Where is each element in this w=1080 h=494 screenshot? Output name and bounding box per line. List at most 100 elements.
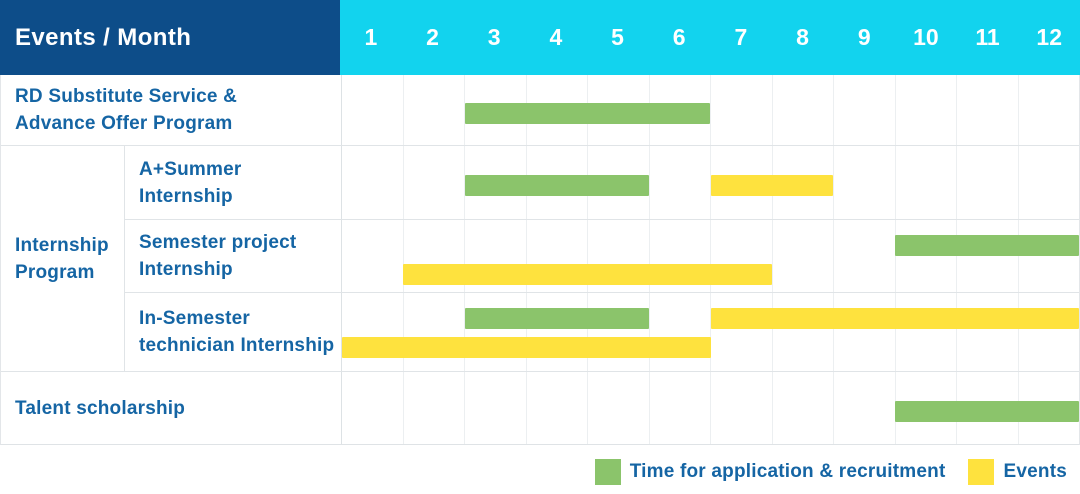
legend-item-event: Events <box>968 459 1067 485</box>
row-label-line: technician Internship <box>139 335 335 356</box>
month-gridcell <box>773 293 834 371</box>
section-rows: A+Summer Internship Semester project Intern… <box>125 146 1079 371</box>
row-label: Talent scholarship <box>1 372 341 444</box>
month-gridcell <box>342 372 404 444</box>
month-header-cell: 7 <box>734 24 748 50</box>
month-gridcell <box>896 146 957 219</box>
month-gridcell <box>957 293 1019 371</box>
month-gridcell <box>1019 220 1080 292</box>
row-label-line: Internship <box>139 259 233 280</box>
row-label: In-Semester technician Internship <box>125 293 341 371</box>
month-gridcell <box>465 293 527 371</box>
month-gridcell <box>527 293 588 371</box>
month-gridcell <box>773 220 834 292</box>
row-label: A+Summer Internship <box>125 146 341 219</box>
table-row: RD Substitute Service & Advance Offer Pro… <box>1 75 1079 145</box>
gantt-bar-application <box>894 235 1079 256</box>
month-gridcell <box>896 75 957 145</box>
month-gridcell <box>650 372 711 444</box>
month-gridcell <box>404 293 465 371</box>
month-header-cell: 1 <box>364 24 378 50</box>
row-timeline <box>341 293 1079 371</box>
legend-label: Events <box>1003 461 1067 482</box>
month-gridlines <box>342 220 1079 292</box>
month-gridcell <box>834 372 896 444</box>
month-gridcell <box>957 220 1019 292</box>
gantt-bar-event <box>342 337 711 358</box>
month-gridcell <box>1019 146 1080 219</box>
gantt-bar-event <box>403 264 772 285</box>
row-label-line: Semester project <box>139 232 297 253</box>
month-header-cell: 10 <box>913 24 939 50</box>
month-gridcell <box>588 293 650 371</box>
month-gridcell <box>834 146 896 219</box>
month-gridcell <box>650 75 711 145</box>
table-header: Events / Month 1 2 3 4 5 6 7 8 9 10 11 12 <box>0 0 1080 75</box>
legend-swatch-event <box>968 459 995 485</box>
table-row: Talent scholarship <box>1 372 1079 444</box>
month-gridcell <box>650 220 711 292</box>
month-gridcell <box>342 293 404 371</box>
month-gridcell <box>1019 75 1080 145</box>
month-gridcell <box>957 75 1019 145</box>
month-gridcell <box>896 293 957 371</box>
table-section: RD Substitute Service & Advance Offer Pro… <box>1 75 1079 145</box>
gantt-body: RD Substitute Service & Advance Offer Pro… <box>0 75 1080 445</box>
month-header-row: 1 2 3 4 5 6 7 8 9 10 11 12 <box>340 0 1080 75</box>
month-gridcell <box>711 372 773 444</box>
month-gridcell <box>342 146 404 219</box>
month-header-cell: 5 <box>611 24 624 50</box>
month-header-cell: 9 <box>857 24 871 50</box>
row-label-line: In-Semester <box>139 308 250 329</box>
month-gridcell <box>711 293 773 371</box>
month-header-cell: 3 <box>487 24 501 50</box>
month-header-cell: 12 <box>1036 24 1063 50</box>
month-gridcell <box>342 75 404 145</box>
table-row: In-Semester technician Internship <box>125 292 1079 371</box>
row-label: RD Substitute Service & Advance Offer Pro… <box>1 75 341 145</box>
legend: Time for application & recruitment Events <box>0 445 1080 494</box>
group-label-line: Internship <box>15 234 109 256</box>
gantt-bar-event <box>710 308 1079 329</box>
month-gridcell <box>465 372 527 444</box>
month-gridcell <box>527 372 588 444</box>
table-row: A+Summer Internship <box>125 146 1079 219</box>
table-section: Internship Program A+Summer Internship Semes… <box>1 145 1079 371</box>
row-timeline <box>341 220 1079 292</box>
table-row: Semester project Internship <box>125 219 1079 292</box>
legend-label: Time for application & recruitment <box>629 461 946 482</box>
month-gridcell <box>465 220 527 292</box>
month-header-cell: 4 <box>549 24 563 50</box>
month-gridcell <box>773 372 834 444</box>
month-header-cell: 6 <box>672 24 686 50</box>
group-label-line: Program <box>15 261 95 283</box>
row-label-line: Internship <box>139 185 233 207</box>
row-label: Semester project Internship <box>125 220 341 292</box>
month-gridcell <box>773 75 834 145</box>
month-header-cell: 2 <box>426 24 439 50</box>
month-gridlines <box>342 293 1079 371</box>
legend-item-application: Time for application & recruitment <box>594 459 946 485</box>
month-gridcell <box>342 220 404 292</box>
row-label-line: Advance Offer Program <box>15 113 233 134</box>
month-gridcell <box>588 220 650 292</box>
gantt-bar-event <box>710 175 834 196</box>
section-rows: Talent scholarship <box>1 372 1079 444</box>
month-gridcell <box>711 220 773 292</box>
row-timeline <box>341 372 1079 444</box>
month-gridcell <box>896 220 957 292</box>
table-section: Talent scholarship <box>1 371 1079 444</box>
month-gridcell <box>834 293 896 371</box>
row-label-line: A+Summer <box>139 158 242 180</box>
row-label-line: RD Substitute Service & <box>15 86 238 107</box>
month-gridcell <box>834 220 896 292</box>
group-label-cell: Internship Program <box>1 146 125 371</box>
gantt-bar-application <box>464 102 711 124</box>
month-gridcell <box>588 372 650 444</box>
month-gridcell <box>834 75 896 145</box>
gantt-bar-application <box>464 308 650 329</box>
month-gridcell <box>404 220 465 292</box>
month-gridcell <box>404 372 465 444</box>
month-gridcell <box>527 220 588 292</box>
